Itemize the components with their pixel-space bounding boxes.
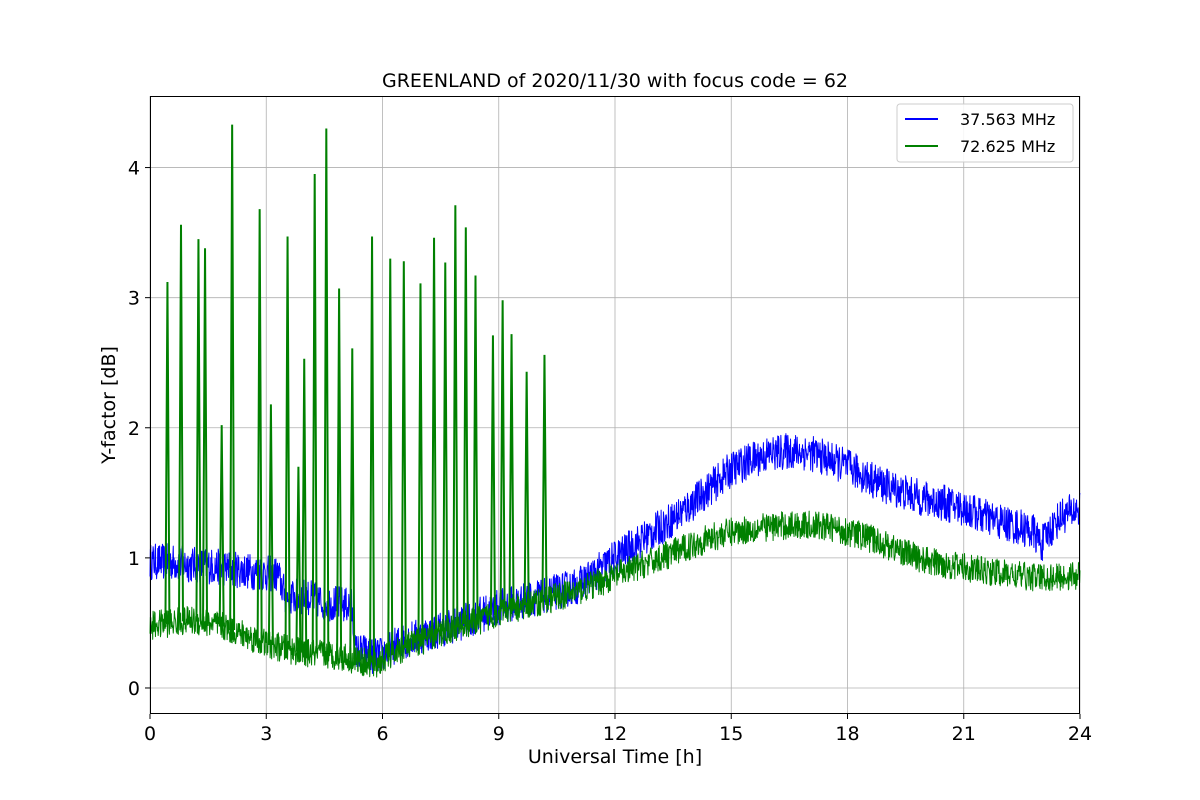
spike-28 — [541, 354, 548, 601]
spike-9 — [295, 466, 302, 652]
x-tick-label: 6 — [376, 723, 388, 745]
x-tick-label: 15 — [719, 723, 743, 745]
spike-0 — [164, 282, 171, 624]
spike-3 — [202, 248, 209, 623]
series-layer — [149, 124, 1081, 678]
legend-box — [896, 103, 1074, 163]
spike-16 — [387, 258, 394, 656]
spike-22 — [462, 227, 469, 624]
y-tick-label: 1 — [128, 548, 140, 570]
spike-1 — [178, 224, 184, 622]
spike-19 — [431, 237, 438, 636]
x-tick-label: 0 — [144, 723, 156, 745]
spike-14 — [349, 348, 356, 660]
spike-13 — [336, 288, 343, 657]
x-tick-label: 9 — [493, 723, 505, 745]
x-tick-label: 24 — [1068, 723, 1092, 745]
spike-20 — [442, 262, 449, 632]
spike-18 — [417, 283, 424, 642]
y-axis-label: Y-factor [dB] — [98, 346, 120, 465]
y-tick-label: 2 — [128, 418, 140, 440]
x-axis: 0 3 6 9 12 15 18 21 24 — [144, 714, 1092, 745]
y-tick-label: 4 — [128, 158, 140, 180]
x-tick-label: 3 — [260, 723, 272, 745]
spike-21 — [452, 205, 459, 628]
spike-24 — [489, 335, 496, 615]
x-tick-label: 21 — [952, 723, 976, 745]
plot-frame — [150, 96, 1080, 714]
spike-23 — [472, 275, 479, 622]
y-axis: 0 1 2 3 4 — [128, 158, 150, 700]
spike-8 — [284, 236, 291, 650]
spike-15 — [369, 236, 376, 665]
x-tick-label: 18 — [835, 723, 859, 745]
spike-6 — [256, 209, 263, 642]
y-tick-label: 0 — [128, 678, 140, 700]
legend: 37.563 MHz 72.625 MHz — [896, 103, 1074, 163]
y-tick-label: 3 — [128, 288, 140, 310]
spike-25 — [499, 300, 506, 612]
legend-label-72-625: 72.625 MHz — [960, 137, 1055, 156]
spike-17 — [400, 261, 407, 649]
spike-7 — [267, 404, 274, 645]
spike-5 — [229, 124, 236, 631]
chart-title: GREENLAND of 2020/11/30 with focus code … — [382, 70, 848, 92]
x-tick-label: 12 — [603, 723, 627, 745]
legend-label-37-563: 37.563 MHz — [960, 110, 1055, 129]
spike-12 — [323, 128, 330, 655]
spike-10 — [301, 358, 308, 653]
spike-26 — [508, 334, 515, 610]
spike-11 — [311, 174, 318, 654]
spike-27 — [523, 371, 530, 606]
spike-2 — [195, 239, 202, 622]
x-axis-label: Universal Time [h] — [528, 746, 702, 768]
spike-4 — [218, 425, 225, 627]
series-line-1 — [149, 510, 1081, 678]
